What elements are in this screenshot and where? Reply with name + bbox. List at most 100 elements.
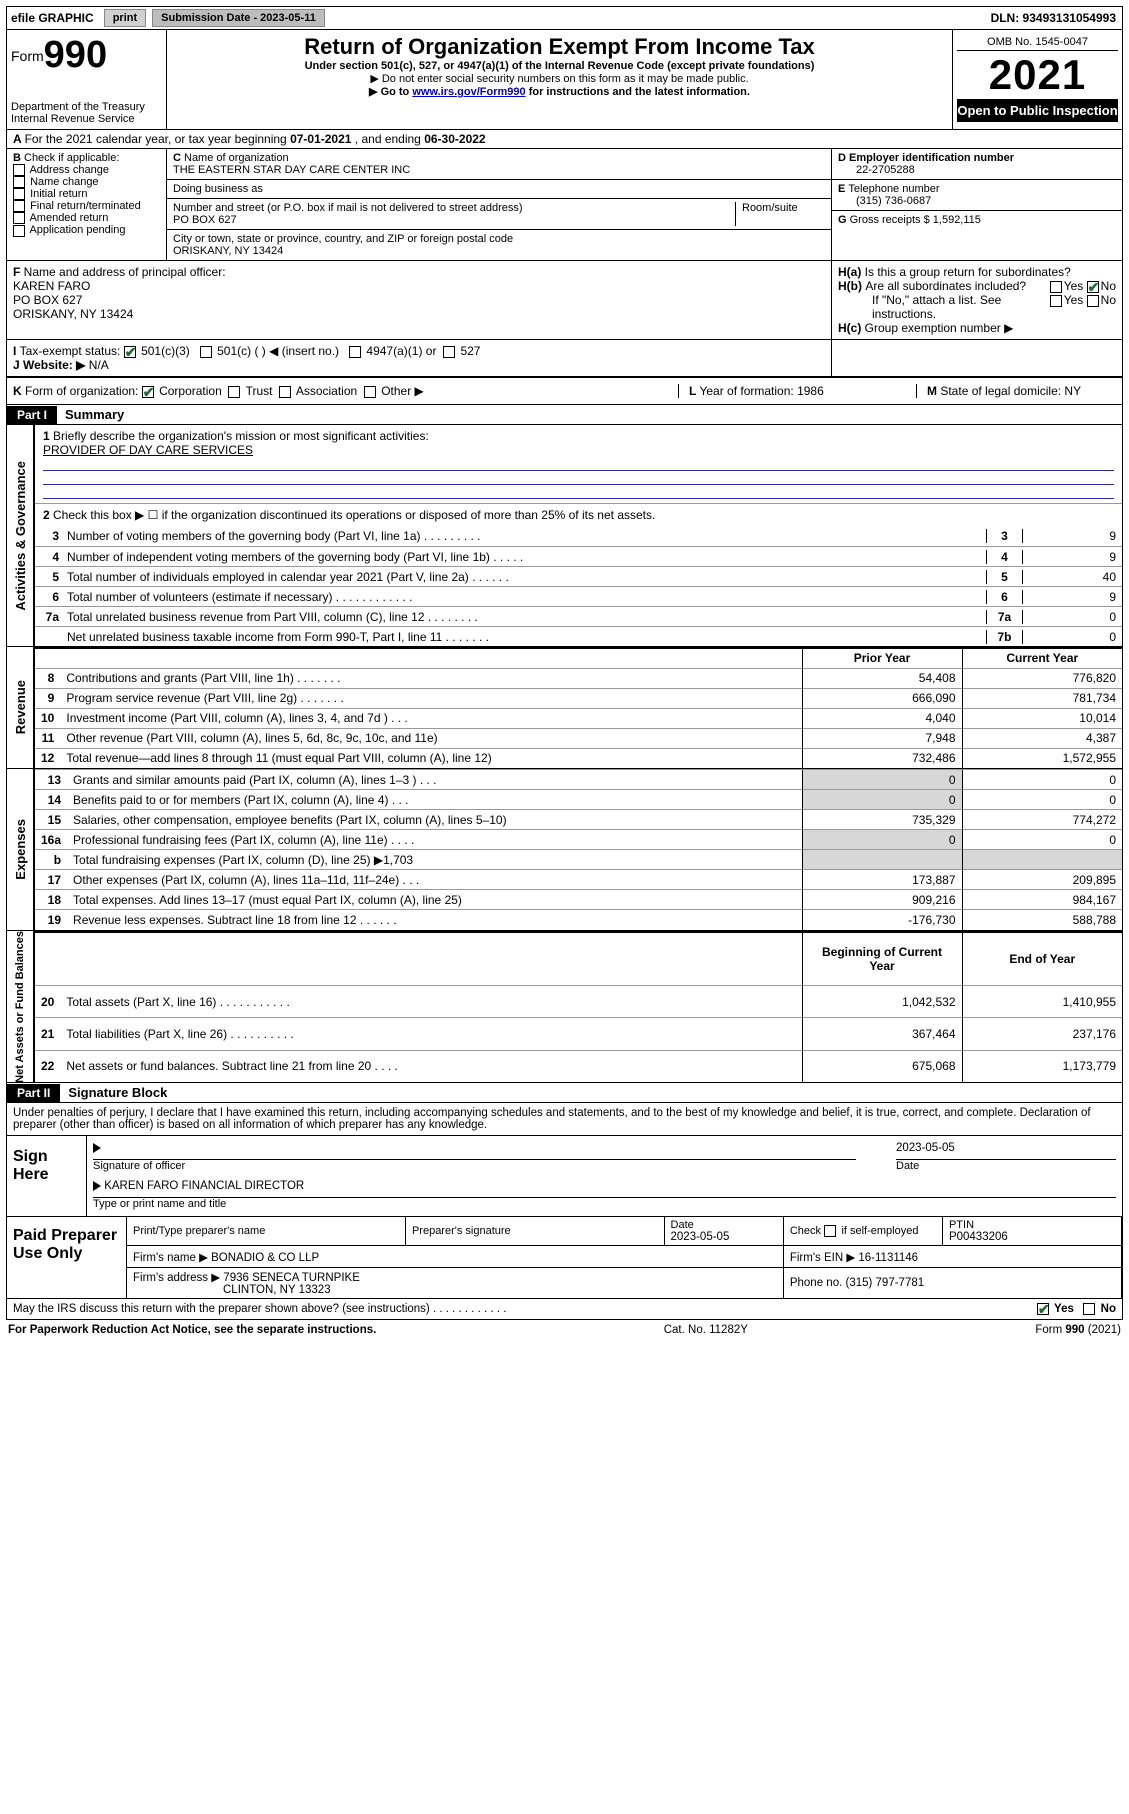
instructions-link[interactable]: www.irs.gov/Form990 [412, 86, 525, 98]
officer-name: KAREN FARO FINANCIAL DIRECTOR [104, 1180, 304, 1192]
summary-line: 5Total number of individuals employed in… [35, 566, 1122, 586]
section-c: C Name of organization THE EASTERN STAR … [167, 149, 832, 260]
hb-yes-checkbox[interactable] [1050, 295, 1062, 307]
dept-label: Department of the Treasury [11, 101, 162, 113]
revenue-section: Revenue Prior Year Current Year 8Contrib… [6, 647, 1123, 769]
table-row: 11Other revenue (Part VIII, column (A), … [35, 728, 1122, 748]
table-row: 16aProfessional fundraising fees (Part I… [35, 830, 1122, 850]
paid-preparer-table: Print/Type preparer's name Preparer's si… [127, 1217, 1122, 1298]
expenses-side-label: Expenses [13, 819, 28, 880]
table-row: 15Salaries, other compensation, employee… [35, 810, 1122, 830]
tax-year: 2021 [957, 51, 1118, 99]
table-row: 13Grants and similar amounts paid (Part … [35, 770, 1122, 790]
prior-year-header: Prior Year [802, 648, 962, 668]
501c-checkbox[interactable] [200, 346, 212, 358]
table-row: 14Benefits paid to or for members (Part … [35, 790, 1122, 810]
section-deg: D Employer identification number 22-2705… [832, 149, 1122, 260]
city-row: City or town, state or province, country… [167, 229, 831, 260]
501c3-checkbox[interactable] [124, 346, 136, 358]
netassets-section: Net Assets or Fund Balances Beginning of… [6, 931, 1123, 1084]
firm-phone: (315) 797-7781 [845, 1277, 924, 1289]
addr-change-checkbox[interactable] [13, 164, 25, 176]
mission-text: PROVIDER OF DAY CARE SERVICES [43, 443, 253, 457]
table-row: 19Revenue less expenses. Subtract line 1… [35, 910, 1122, 930]
topbar: efile GRAPHIC print Submission Date - 20… [6, 6, 1123, 30]
phone-value: (315) 736-0687 [838, 195, 1116, 207]
table-row: 9Program service revenue (Part VIII, lin… [35, 688, 1122, 708]
corp-checkbox[interactable] [142, 386, 154, 398]
omb-number: OMB No. 1545-0047 [957, 34, 1118, 51]
beg-year-header: Beginning of Current Year [802, 932, 962, 986]
table-row: 22Net assets or fund balances. Subtract … [35, 1050, 1122, 1082]
ssn-note: ▶ Do not enter social security numbers o… [171, 72, 948, 85]
line-a: A For the 2021 calendar year, or tax yea… [6, 130, 1123, 149]
sign-here-label: Sign Here [7, 1136, 87, 1216]
expenses-section: Expenses 13Grants and similar amounts pa… [6, 769, 1123, 931]
state-domicile: NY [1064, 384, 1081, 398]
initial-return-checkbox[interactable] [13, 188, 25, 200]
form-title: Return of Organization Exempt From Incom… [171, 34, 948, 60]
table-row: 20Total assets (Part X, line 16) . . . .… [35, 986, 1122, 1018]
discuss-yes-checkbox[interactable] [1037, 1303, 1049, 1315]
hb-no-checkbox[interactable] [1087, 295, 1099, 307]
submission-date-button[interactable]: Submission Date - 2023-05-11 [152, 9, 325, 27]
fh-grid: F Name and address of principal officer:… [6, 261, 1123, 340]
firm-addr1: 7936 SENECA TURNPIKE [223, 1272, 360, 1284]
summary-line: 3Number of voting members of the governi… [35, 526, 1122, 546]
website-value: N/A [89, 358, 109, 372]
table-row: 21Total liabilities (Part X, line 26) . … [35, 1018, 1122, 1050]
form-number: Form990 [11, 34, 162, 77]
summary-line: Net unrelated business taxable income fr… [35, 626, 1122, 646]
open-public-badge: Open to Public Inspection [957, 99, 1118, 122]
table-row: 8Contributions and grants (Part VIII, li… [35, 668, 1122, 688]
instructions-note: ▶ Go to www.irs.gov/Form990 for instruct… [171, 85, 948, 98]
year-formation: 1986 [797, 384, 824, 398]
section-f: F Name and address of principal officer:… [7, 261, 832, 339]
arrow-icon [93, 1143, 101, 1153]
summary-line: 4Number of independent voting members of… [35, 546, 1122, 566]
ha-yes-checkbox[interactable] [1050, 281, 1062, 293]
efile-label: efile GRAPHIC [7, 11, 98, 25]
identity-grid: B Check if applicable: Address change Na… [6, 149, 1123, 261]
paid-preparer-label: Paid Preparer Use Only [7, 1217, 127, 1298]
current-year-header: Current Year [962, 648, 1122, 668]
firm-ein: 16-1131146 [858, 1252, 918, 1264]
form-header: Form990 Department of the Treasury Inter… [6, 30, 1123, 130]
activities-side-label: Activities & Governance [13, 461, 28, 611]
klm-row: K Form of organization: Corporation Trus… [6, 378, 1123, 405]
ein-value: 22-2705288 [838, 164, 1116, 176]
part-i-header: Part ISummary [6, 405, 1123, 425]
app-pending-checkbox[interactable] [13, 225, 25, 237]
irs-label: Internal Revenue Service [11, 113, 162, 125]
ha-no-checkbox[interactable] [1087, 281, 1099, 293]
final-return-checkbox[interactable] [13, 200, 25, 212]
ptin: P00433206 [949, 1231, 1008, 1243]
table-row: 10Investment income (Part VIII, column (… [35, 708, 1122, 728]
sig-date: 2023-05-05 [896, 1142, 1116, 1160]
firm-addr2: CLINTON, NY 13323 [133, 1284, 331, 1296]
name-change-checkbox[interactable] [13, 176, 25, 188]
section-h: H(a) Is this a group return for subordin… [832, 261, 1122, 339]
table-row: 12Total revenue—add lines 8 through 11 (… [35, 748, 1122, 768]
trust-checkbox[interactable] [228, 386, 240, 398]
print-button[interactable]: print [104, 9, 146, 27]
arrow-icon [93, 1181, 101, 1191]
amended-return-checkbox[interactable] [13, 212, 25, 224]
527-checkbox[interactable] [443, 346, 455, 358]
assoc-checkbox[interactable] [279, 386, 291, 398]
dba-row: Doing business as [167, 179, 831, 198]
activities-governance: Activities & Governance 1 Briefly descri… [6, 425, 1123, 647]
section-b: B Check if applicable: Address change Na… [7, 149, 167, 260]
part-ii-header: Part IISignature Block [6, 1083, 1123, 1103]
org-name: THE EASTERN STAR DAY CARE CENTER INC [173, 164, 410, 176]
table-row: 17Other expenses (Part IX, column (A), l… [35, 870, 1122, 890]
4947-checkbox[interactable] [349, 346, 361, 358]
self-employed-checkbox[interactable] [824, 1225, 836, 1237]
page-footer: For Paperwork Reduction Act Notice, see … [6, 1320, 1123, 1336]
end-year-header: End of Year [962, 932, 1122, 986]
discuss-no-checkbox[interactable] [1083, 1303, 1095, 1315]
other-checkbox[interactable] [364, 386, 376, 398]
form-subtitle: Under section 501(c), 527, or 4947(a)(1)… [171, 60, 948, 72]
signature-block: Under penalties of perjury, I declare th… [6, 1103, 1123, 1320]
ij-grid: I Tax-exempt status: 501(c)(3) 501(c) ( … [6, 340, 1123, 378]
